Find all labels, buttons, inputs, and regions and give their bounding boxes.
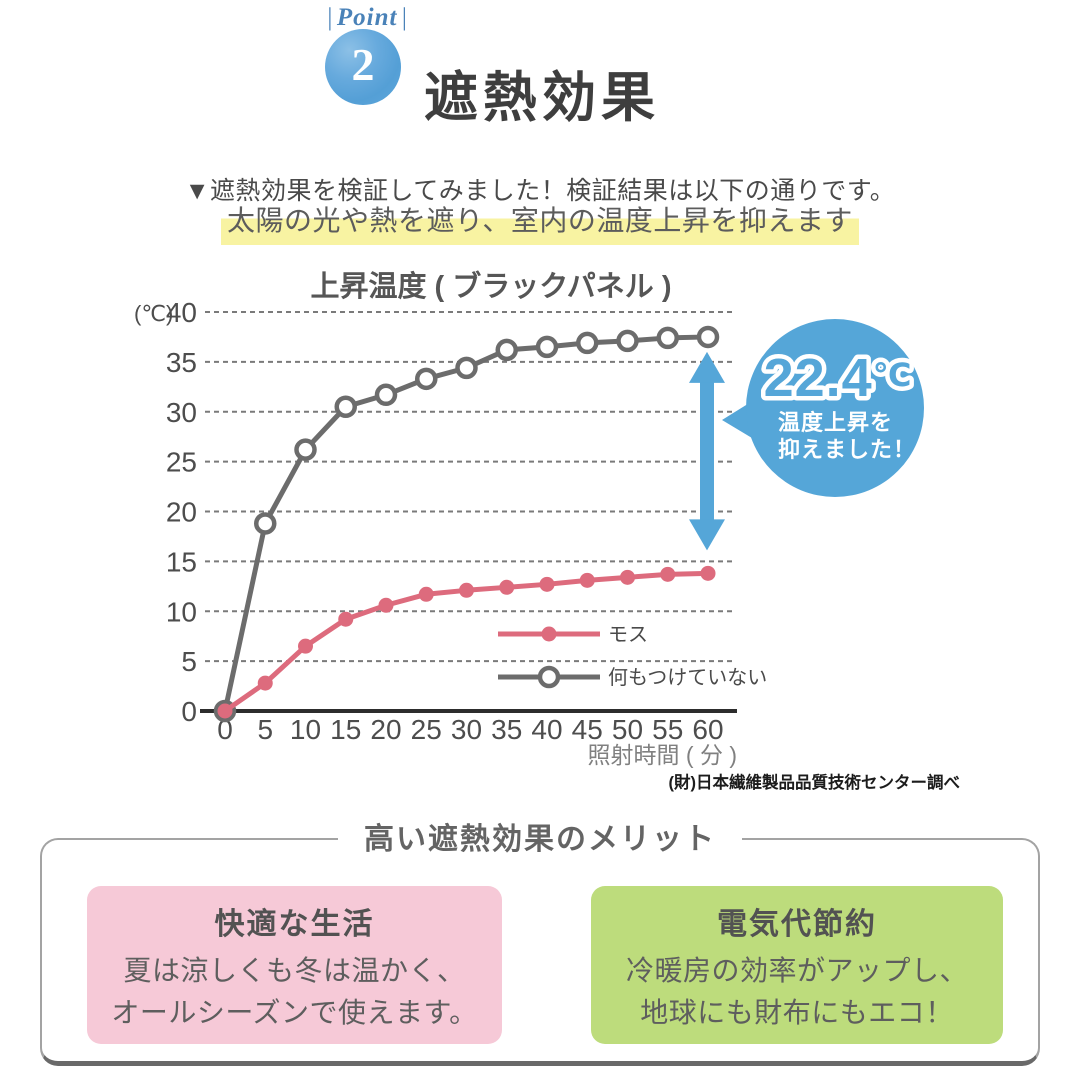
merit-card-electricity: 電気代節約 冷暖房の効率がアップし、 地球にも財布にもエコ！ bbox=[591, 886, 1003, 1044]
highlight-row: 太陽の光や熱を遮り、室内の温度上昇を抑えます bbox=[0, 197, 1080, 245]
merits-section: 高い遮熱効果のメリット 快適な生活 夏は涼しくも冬は温かく、 オールシーズンで使… bbox=[40, 818, 1040, 1066]
y-axis-labels: 0 5 10 15 20 25 30 35 40 bbox=[166, 297, 197, 727]
svg-text:60: 60 bbox=[692, 714, 723, 745]
svg-text:5: 5 bbox=[257, 714, 273, 745]
annotation-line: 温度上昇を bbox=[778, 410, 893, 435]
highlight-text: 太陽の光や熱を遮り、室内の温度上昇を抑えます bbox=[221, 197, 859, 245]
point-number-circle: 2 bbox=[325, 29, 401, 105]
merit-card-line: 冷暖房の効率がアップし、 bbox=[625, 955, 968, 986]
svg-text:40: 40 bbox=[166, 297, 197, 328]
point-number: 2 bbox=[351, 39, 375, 90]
svg-text:10: 10 bbox=[290, 714, 321, 745]
chart-source: (財)日本繊維製品品質技術センター調べ bbox=[669, 772, 961, 792]
legend-item-0: モス bbox=[498, 624, 648, 646]
svg-text:30: 30 bbox=[451, 714, 482, 745]
merit-card-heading: 電気代節約 bbox=[717, 908, 877, 941]
svg-text:モス: モス bbox=[608, 624, 648, 646]
svg-text:0: 0 bbox=[181, 696, 197, 727]
annotation-value: 22.4℃ bbox=[764, 348, 913, 408]
merit-card-comfort: 快適な生活 夏は涼しくも冬は温かく、 オールシーズンで使えます。 bbox=[87, 886, 502, 1044]
svg-text:25: 25 bbox=[411, 714, 442, 745]
svg-text:35: 35 bbox=[491, 714, 522, 745]
x-axis-title: 照射時間 ( 分 ) bbox=[588, 742, 738, 768]
svg-text:15: 15 bbox=[330, 714, 361, 745]
svg-text:40: 40 bbox=[531, 714, 562, 745]
svg-text:30: 30 bbox=[166, 397, 197, 428]
merits-title: 高い遮熱効果のメリット bbox=[338, 818, 742, 862]
merit-card-heading: 快適な生活 bbox=[214, 908, 375, 941]
svg-text:35: 35 bbox=[166, 347, 197, 378]
svg-text:15: 15 bbox=[166, 546, 197, 577]
difference-arrow bbox=[689, 351, 725, 551]
svg-text:20: 20 bbox=[370, 714, 401, 745]
svg-text:25: 25 bbox=[166, 447, 197, 478]
svg-text:55: 55 bbox=[652, 714, 683, 745]
svg-text:何もつけていない: 何もつけていない bbox=[608, 666, 767, 689]
point-label: | Point | bbox=[323, 4, 407, 32]
svg-text:50: 50 bbox=[612, 714, 643, 745]
svg-text:10: 10 bbox=[166, 596, 197, 627]
chart-title: 上昇温度 ( ブラックパネル ) bbox=[310, 269, 671, 303]
merit-card-line: 夏は涼しくも冬は温かく、 bbox=[123, 955, 466, 986]
svg-text:5: 5 bbox=[181, 646, 197, 677]
point-bracket-icon: | bbox=[326, 4, 334, 31]
point-badge: | Point | 2 bbox=[323, 2, 407, 106]
series-product bbox=[217, 565, 716, 719]
annotation-line: 抑えました！ bbox=[778, 437, 916, 462]
y-unit-label: (℃) bbox=[134, 301, 173, 326]
svg-text:0: 0 bbox=[217, 714, 233, 745]
merit-card-line: オールシーズンで使えます。 bbox=[111, 997, 478, 1028]
page-title: 遮熱効果 bbox=[424, 68, 660, 129]
svg-text:45: 45 bbox=[572, 714, 603, 745]
point-label-text: Point bbox=[336, 4, 398, 31]
legend-item-1: 何もつけていない bbox=[498, 665, 767, 689]
x-axis-labels: 0 5 10 15 20 25 30 35 40 45 50 55 60 bbox=[217, 714, 723, 745]
temperature-chart: 0 5 10 15 20 25 30 35 40 (℃) 0 5 10 15 20 25 30 35 40 45 50 5… bbox=[130, 268, 1030, 798]
point-bracket-icon: | bbox=[400, 4, 409, 31]
svg-text:20: 20 bbox=[166, 497, 197, 528]
merit-card-line: 地球にも財布にもエコ！ bbox=[640, 997, 954, 1028]
